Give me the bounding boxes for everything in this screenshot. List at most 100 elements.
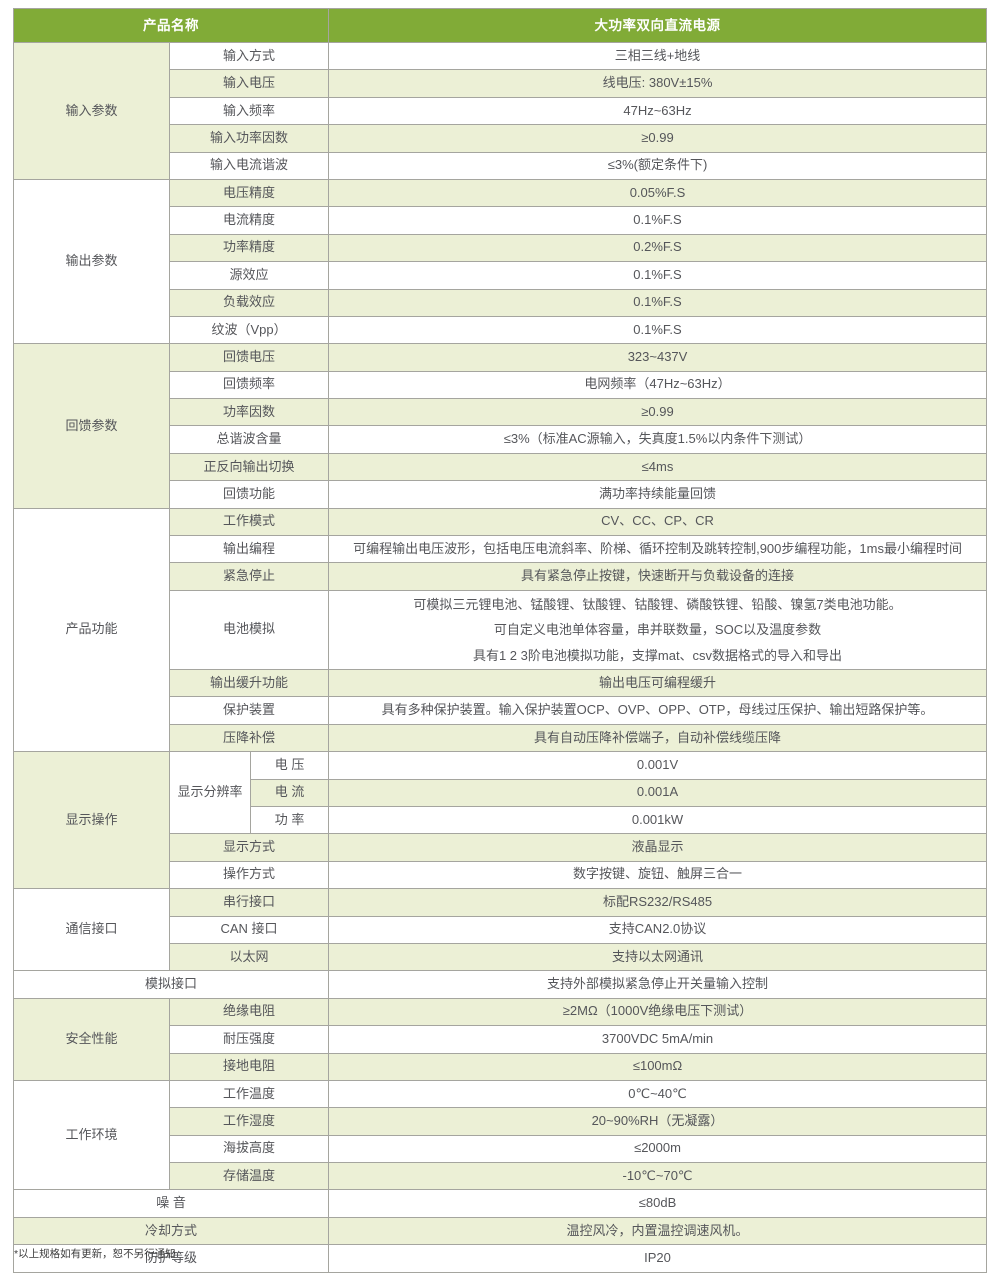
spec-value: 0.1%F.S xyxy=(328,261,987,290)
spec-label: 输出编程 xyxy=(168,535,330,564)
spec-value: 支持外部模拟紧急停止开关量输入控制 xyxy=(328,970,987,999)
spec-label: 源效应 xyxy=(168,261,330,290)
footnote: *以上规格如有更新，恕不另行通知 xyxy=(14,1248,176,1260)
spec-value: ≤100mΩ xyxy=(328,1052,987,1081)
spec-row: 回馈参数 回馈电压 323~437V xyxy=(13,343,987,509)
spec-value: 标配RS232/RS485 xyxy=(328,888,987,917)
spec-row: 显示操作 显示分辨率电 压 0.001V xyxy=(13,751,987,890)
spec-row: 输入功率因数 ≥0.99 xyxy=(14,124,987,153)
spec-label: 显示方式 xyxy=(168,833,330,862)
spec-value: 可模拟三元锂电池、锰酸锂、钛酸锂、钴酸锂、磷酸铁锂、铅酸、镍氢7类电池功能。 可自… xyxy=(328,589,987,671)
spec-label: 压降补偿 xyxy=(168,723,330,753)
spec-row: 纹波（Vpp） 0.1%F.S xyxy=(14,315,987,345)
spec-value: ≥0.99 xyxy=(328,124,987,153)
spec-value: 0.1%F.S xyxy=(328,206,987,235)
spec-value: 线电压: 380V±15% xyxy=(328,69,987,98)
spec-row: 功 率 0.001kW xyxy=(14,805,987,835)
spec-row: 保护装置 具有多种保护装置。输入保护装置OCP、OVP、OPP、OTP，母线过压保… xyxy=(14,696,987,725)
spec-value: 0.1%F.S xyxy=(328,288,987,317)
spec-value: 支持以太网通讯 xyxy=(328,942,987,972)
spec-label: 负载效应 xyxy=(168,288,330,317)
spec-label: CAN 接口 xyxy=(168,915,330,944)
spec-row: 耐压强度 3700VDC 5mA/min xyxy=(14,1025,987,1054)
spec-row: 通信接口 串行接口 标配RS232/RS485 xyxy=(13,888,987,972)
table-header-row: 产品名称 大功率双向直流电源 xyxy=(12,8,987,43)
spec-row: 输入电流谐波 ≤3%(额定条件下) xyxy=(14,151,987,180)
spec-value: 0.001A xyxy=(328,778,987,807)
spec-row: 总谐波含量 ≤3%（标准AC源输入，失真度1.5%以内条件下测试） xyxy=(14,425,987,454)
spec-row: 源效应 0.1%F.S xyxy=(14,261,987,290)
spec-label: 防护等级 xyxy=(12,1244,330,1273)
spec-value: -10℃~70℃ xyxy=(328,1162,987,1191)
spec-row: 压降补偿 具有自动压降补偿端子，自动补偿线缆压降 xyxy=(14,723,987,753)
spec-row: 负载效应 0.1%F.S xyxy=(14,288,987,317)
spec-value: 输出电压可编程缓升 xyxy=(328,669,987,698)
spec-row: 紧急停止 具有紧急停止按键，快速断开与负载设备的连接 xyxy=(14,562,987,591)
spec-row: 输入电压 线电压: 380V±15% xyxy=(14,69,987,98)
spec-row: 以太网 支持以太网通讯 xyxy=(14,942,987,972)
spec-label: 功率因数 xyxy=(168,398,330,427)
group-cell: 回馈参数 xyxy=(13,343,170,509)
spec-value-line: 可自定义电池单体容量，串并联数量，SOC以及温度参数 xyxy=(493,622,822,638)
spec-row: 输出编程 可编程输出电压波形，包括电压电流斜率、阶梯、循环控制及跳转控制,900步… xyxy=(14,535,987,564)
spec-label: 输入频率 xyxy=(168,96,330,126)
spec-value: 具有多种保护装置。输入保护装置OCP、OVP、OPP、OTP，母线过压保护、输出… xyxy=(328,696,987,725)
spec-value: 三相三线+地线 xyxy=(328,41,987,71)
header-product-name-value: 大功率双向直流电源 xyxy=(328,8,987,43)
spec-label: 输出缓升功能 xyxy=(168,669,330,698)
spec-row: 输入参数 输入方式 三相三线+地线 xyxy=(13,41,987,180)
spec-label: 海拔高度 xyxy=(168,1134,330,1164)
spec-label: 电池模拟 xyxy=(168,589,330,671)
spec-value: 数字按键、旋钮、触屏三合一 xyxy=(328,860,987,890)
spec-row: 模拟接口 支持外部模拟紧急停止开关量输入控制 xyxy=(12,970,987,999)
spec-label: 以太网 xyxy=(168,942,330,972)
spec-value: 电网频率（47Hz~63Hz） xyxy=(328,370,987,400)
spec-row: 防护等级 IP20 xyxy=(12,1244,987,1273)
spec-value: 支持CAN2.0协议 xyxy=(328,915,987,944)
spec-label: 工作温度 xyxy=(168,1079,330,1109)
spec-label: 输入电流谐波 xyxy=(168,151,330,180)
spec-value: ≤4ms xyxy=(328,452,987,482)
spec-label: 存储温度 xyxy=(168,1162,330,1191)
spec-row: 存储温度 -10℃~70℃ xyxy=(14,1162,987,1191)
spec-row: 电 流 0.001A xyxy=(14,778,987,807)
spec-value: 20~90%RH（无凝露） xyxy=(328,1107,987,1136)
spec-label: 电 流 xyxy=(249,778,330,807)
spec-label: 操作方式 xyxy=(168,860,330,890)
spec-value: ≥0.99 xyxy=(328,398,987,427)
spec-value: 具有自动压降补偿端子，自动补偿线缆压降 xyxy=(328,723,987,753)
spec-label: 电压精度 xyxy=(168,178,330,208)
spec-label: 模拟接口 xyxy=(12,970,330,999)
spec-label: 功率精度 xyxy=(168,233,330,263)
spec-value: 0.05%F.S xyxy=(328,178,987,208)
spec-label: 串行接口 xyxy=(168,888,330,917)
spec-row: 产品功能 工作模式 CV、CC、CP、CR xyxy=(13,507,987,753)
subgroup-cell: 显示分辨率 xyxy=(169,751,251,835)
spec-label: 冷却方式 xyxy=(12,1216,330,1246)
spec-value: 0℃~40℃ xyxy=(328,1079,987,1109)
spec-row: 电流精度 0.1%F.S xyxy=(14,206,987,235)
spec-row: 接地电阻 ≤100mΩ xyxy=(14,1052,987,1081)
spec-value: 3700VDC 5mA/min xyxy=(328,1025,987,1054)
spec-value-line: 可模拟三元锂电池、锰酸锂、钛酸锂、钴酸锂、磷酸铁锂、铅酸、镍氢7类电池功能。 xyxy=(413,596,902,612)
spec-value: 可编程输出电压波形，包括电压电流斜率、阶梯、循环控制及跳转控制,900步编程功能… xyxy=(328,535,987,564)
spec-label: 输入方式 xyxy=(168,41,330,71)
header-product-name-label: 产品名称 xyxy=(12,8,330,43)
spec-label: 输入功率因数 xyxy=(168,124,330,153)
spec-row: 冷却方式 温控风冷，内置温控调速风机。 xyxy=(12,1216,987,1246)
spec-value: 0.2%F.S xyxy=(328,233,987,263)
spec-row: 海拔高度 ≤2000m xyxy=(14,1134,987,1164)
group-cell: 通信接口 xyxy=(13,888,170,972)
spec-label: 回馈频率 xyxy=(168,370,330,400)
spec-label: 工作模式 xyxy=(168,507,330,537)
group-cell: 安全性能 xyxy=(13,997,170,1081)
spec-label: 电流精度 xyxy=(168,206,330,235)
spec-label: 紧急停止 xyxy=(168,562,330,591)
spec-label: 回馈功能 xyxy=(168,480,330,509)
spec-value: ≥2MΩ（1000V绝缘电压下测试） xyxy=(328,997,987,1027)
spec-value: ≤2000m xyxy=(328,1134,987,1164)
spec-label: 耐压强度 xyxy=(168,1025,330,1054)
spec-value: 0.001kW xyxy=(328,805,987,835)
spec-label: 纹波（Vpp） xyxy=(168,315,330,345)
spec-label: 绝缘电阻 xyxy=(168,997,330,1027)
